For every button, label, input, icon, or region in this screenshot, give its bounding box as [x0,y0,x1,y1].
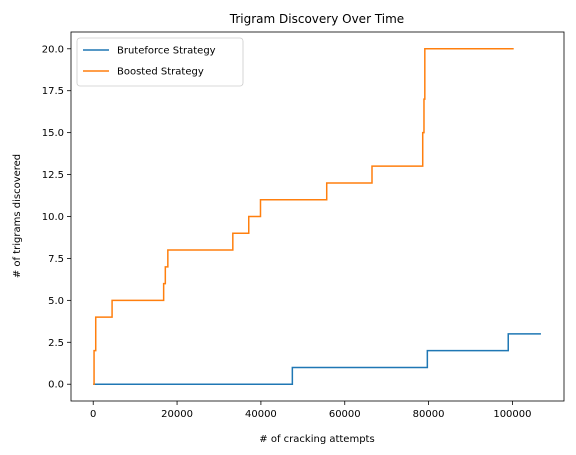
y-axis-label: # of trigrams discovered [12,154,23,278]
y-tick-label: 2.5 [48,338,64,349]
y-tick-label: 17.5 [42,86,64,97]
chart-title: Trigram Discovery Over Time [229,12,404,26]
plot-lines [93,48,541,385]
y-tick-label: 0.0 [48,380,64,391]
y-tick-label: 12.5 [42,170,64,181]
x-tick-label: 40000 [245,409,277,420]
x-tick-label: 80000 [413,409,445,420]
series-line-2 [93,48,514,385]
y-tick-label: 15.0 [42,128,64,139]
x-tick-label: 20000 [161,409,193,420]
y-axis: 0.0 2.5 5.0 7.5 10.0 12.5 15.0 17.5 20.0 [42,44,71,391]
x-tick-label: 100000 [493,409,531,420]
y-tick-label: 10.0 [42,212,64,223]
y-tick-label: 20.0 [42,44,64,55]
x-axis-label: # of cracking attempts [259,434,374,445]
x-axis: 0 20000 40000 60000 80000 100000 [90,401,532,420]
y-tick-label: 7.5 [48,254,64,265]
legend-label-2: Boosted Strategy [117,67,204,78]
legend-box [76,37,244,87]
series-line-1 [93,333,541,385]
legend-label-1: Bruteforce Strategy [117,46,216,57]
x-tick-label: 60000 [329,409,361,420]
plot-frame [70,31,565,402]
legend: Bruteforce Strategy Boosted Strategy [76,37,244,87]
y-tick-label: 5.0 [48,296,64,307]
x-tick-label: 0 [90,409,96,420]
